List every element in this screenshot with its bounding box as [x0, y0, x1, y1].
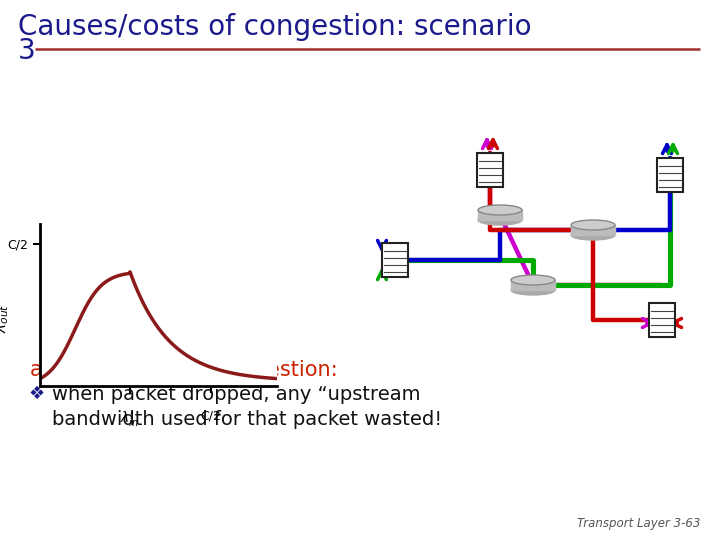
- Bar: [649, 303, 675, 337]
- Bar: [657, 158, 683, 192]
- Text: Causes/costs of congestion: scenario: Causes/costs of congestion: scenario: [18, 13, 531, 41]
- Ellipse shape: [478, 215, 522, 225]
- Text: $\lambda_{out}$: $\lambda_{out}$: [0, 303, 11, 333]
- Bar: [477, 153, 503, 187]
- Bar: [511, 280, 555, 290]
- Text: C/2: C/2: [200, 410, 221, 423]
- Ellipse shape: [478, 205, 522, 215]
- Text: $\lambda_{in}'$: $\lambda_{in}'$: [120, 410, 140, 429]
- Bar: [478, 210, 522, 220]
- Ellipse shape: [571, 220, 615, 230]
- Text: ❖: ❖: [28, 385, 44, 403]
- Text: Transport Layer 3-63: Transport Layer 3-63: [577, 517, 700, 530]
- Text: another “cost” of congestion:: another “cost” of congestion:: [30, 360, 338, 380]
- Bar: [382, 243, 408, 277]
- Text: 3: 3: [18, 37, 36, 65]
- Ellipse shape: [511, 285, 555, 295]
- Ellipse shape: [571, 230, 615, 240]
- Bar: [571, 225, 615, 235]
- Ellipse shape: [511, 275, 555, 285]
- Text: when packet dropped, any “upstream
bandwidth used for that packet wasted!: when packet dropped, any “upstream bandw…: [52, 385, 442, 429]
